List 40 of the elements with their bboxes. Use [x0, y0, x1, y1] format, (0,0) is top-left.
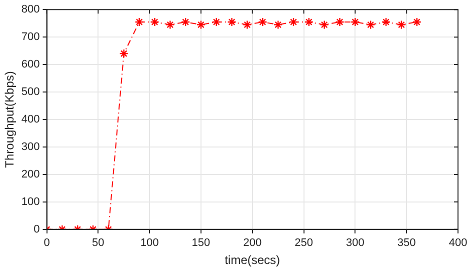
point [320, 20, 329, 30]
point [212, 17, 221, 27]
point [258, 17, 268, 27]
x-tick-label: 350 [397, 237, 416, 250]
point [196, 20, 206, 30]
point [119, 48, 128, 58]
y-tick-label: 700 [21, 31, 40, 44]
x-tick-label: 150 [192, 237, 210, 250]
point [273, 20, 283, 30]
y-tick-label: 100 [21, 196, 40, 208]
x-tick-label: 100 [140, 237, 159, 250]
point [180, 17, 190, 27]
y-axis-title: Throughput(Kbps) [2, 71, 17, 168]
x-tick-label: 300 [346, 237, 364, 250]
x-tick-label: 50 [92, 237, 104, 250]
point [242, 20, 252, 30]
x-axis-title: time(secs) [224, 253, 280, 268]
y-tick-label: 300 [21, 141, 40, 154]
point [304, 17, 314, 27]
x-tick-label: 0 [44, 237, 50, 250]
y-tick-label: 500 [21, 86, 40, 98]
y-tick-label: 600 [21, 58, 40, 71]
x-tick-label: 250 [294, 237, 313, 250]
point [227, 17, 236, 27]
point [350, 17, 360, 27]
point [381, 17, 391, 27]
point [134, 17, 144, 27]
point [412, 17, 422, 27]
point [396, 20, 406, 30]
y-tick-label: 800 [21, 4, 40, 16]
point [288, 17, 298, 27]
x-tick-label: 200 [243, 237, 262, 250]
point [166, 20, 175, 30]
point [366, 20, 376, 30]
y-tick-label: 200 [21, 168, 40, 180]
x-tick-label: 400 [448, 237, 468, 250]
y-tick-label: 0 [34, 223, 40, 236]
point [335, 17, 344, 27]
y-tick-label: 400 [21, 114, 40, 126]
point [150, 17, 160, 27]
